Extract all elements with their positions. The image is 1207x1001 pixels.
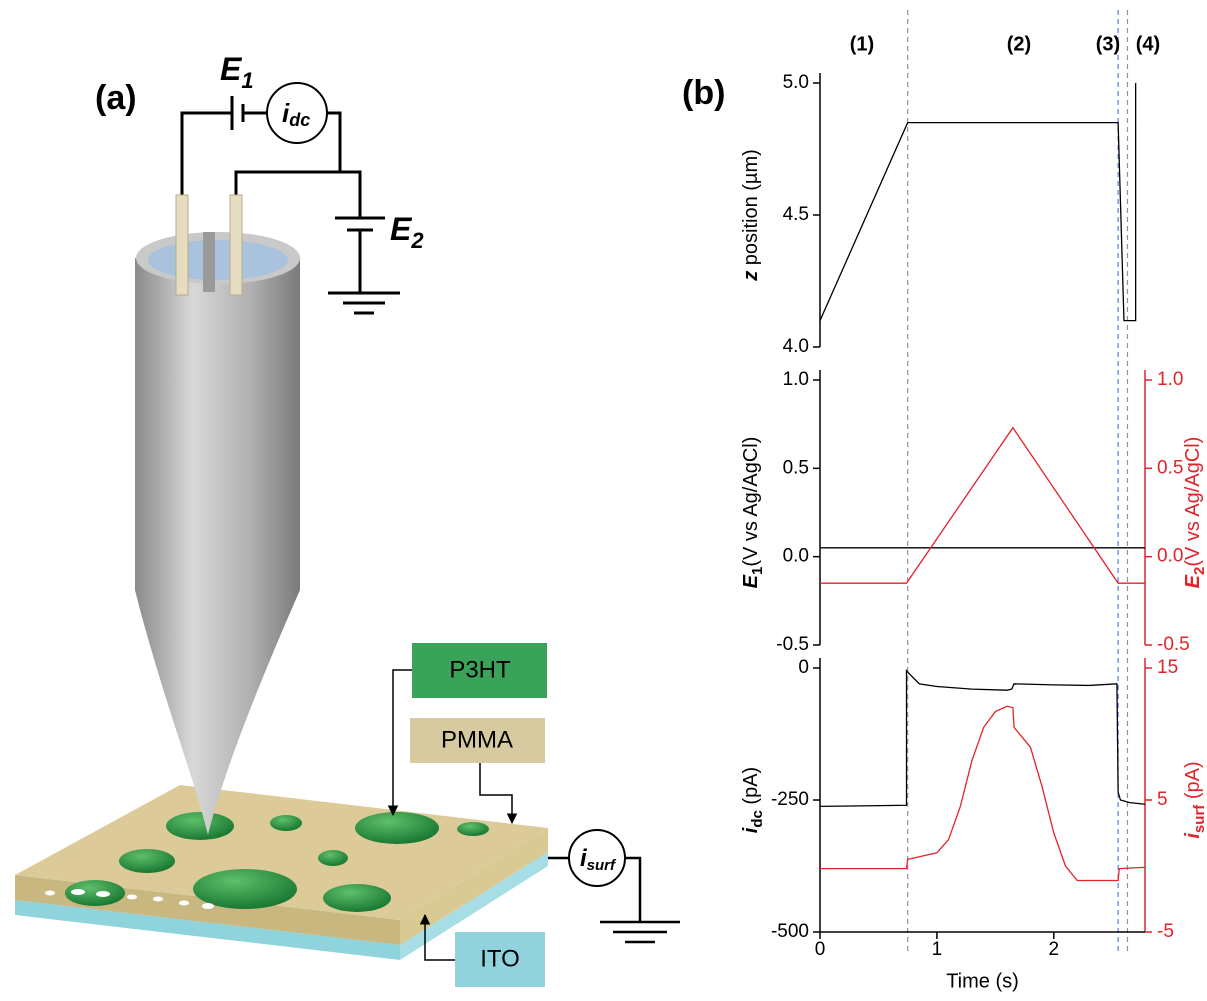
panel-label: (a) [95,79,137,117]
y-tick-label: -500 [771,921,809,942]
data-line [820,706,1145,880]
y-axis-title: idc (pA) [740,767,766,833]
data-line [820,428,1145,583]
isurf-label: isurf [580,845,617,874]
electrode [176,195,188,295]
axis-title-part: (V vs Ag/AgCl) [1182,437,1204,567]
axis-title-part: (V vs Ag/AgCl) [740,437,762,567]
y2-tick-label: 5 [1157,789,1168,810]
x-tick-label: 1 [932,939,943,960]
y-tick-label: 0.5 [783,457,809,478]
arrow [480,763,512,823]
electrode [230,195,242,295]
phase-label: (4) [1136,33,1160,55]
y2-axis-title: E2(V vs Ag/AgCl) [1182,437,1207,589]
e1-label: E1 [220,51,254,92]
idc-label: idc [282,98,310,130]
axis-title-part: (pA) [1182,761,1204,804]
p3ht-label: P3HT [449,656,511,683]
septum [203,232,215,292]
axis-title-part: dc [749,810,766,828]
page: {"panel_a":{"label":"(a)","E1":["E","1"]… [0,0,1207,1001]
y2-tick-label: -0.5 [1157,634,1190,655]
y-tick-label: 5.0 [783,72,809,93]
y-tick-label: -250 [771,789,809,810]
y-tick-label: 1.0 [783,369,809,390]
arrow [393,670,412,815]
e2-label: E2 [390,211,424,252]
data-line [820,671,1145,807]
phase-label: (2) [1007,33,1031,55]
axis-title-part: position (µm) [740,149,762,271]
y-tick-label: 4.0 [783,336,809,357]
y2-tick-label: 15 [1157,657,1178,678]
ito-label: ITO [480,945,520,972]
axis-title-part: E [1182,574,1204,588]
pmma-label: PMMA [441,726,513,753]
phase-label: (1) [850,33,874,55]
y-tick-label: 0 [798,657,809,678]
y2-tick-label: 0.5 [1157,457,1183,478]
probe [135,258,300,835]
y-tick-label: 4.5 [783,204,809,225]
y-axis-title: E1(V vs Ag/AgCl) [740,437,766,589]
y2-axis-title: isurf (pA) [1182,761,1207,838]
y-axis-title: z position (µm) [740,149,762,282]
y2-tick-label: 0.0 [1157,546,1183,567]
y-tick-label: -0.5 [776,634,809,655]
y2-tick-label: -5 [1157,921,1174,942]
axis-title-part: 1 [749,567,766,575]
panel-label: (b) [682,74,725,112]
axis-title-part: E [740,574,762,588]
figure: (a) E1 idc E2 P3HT PMMA ITO [0,0,1207,1001]
axis-title-part: surf [1191,804,1207,833]
axis-title-part: 2 [1191,567,1207,575]
y2-tick-label: 1.0 [1157,369,1183,390]
axis-title-part: z [740,271,762,282]
surf-circuit [548,830,680,942]
x-tick-label: 2 [1049,939,1060,960]
y-tick-label: 0.0 [783,546,809,567]
data-line [820,83,1136,321]
axis-title-part: (pA) [740,767,762,810]
x-axis-title: Time (s) [946,970,1019,992]
x-tick-label: 0 [815,939,826,960]
probe-solution [148,240,288,280]
phase-label: (3) [1096,33,1120,55]
charts: 4.0 4.5 5.0 z position (µm) (1) (2) (3) (4) -0.5… [740,10,1207,992]
diagram: (a) E1 idc E2 P3HT PMMA ITO [15,51,680,987]
